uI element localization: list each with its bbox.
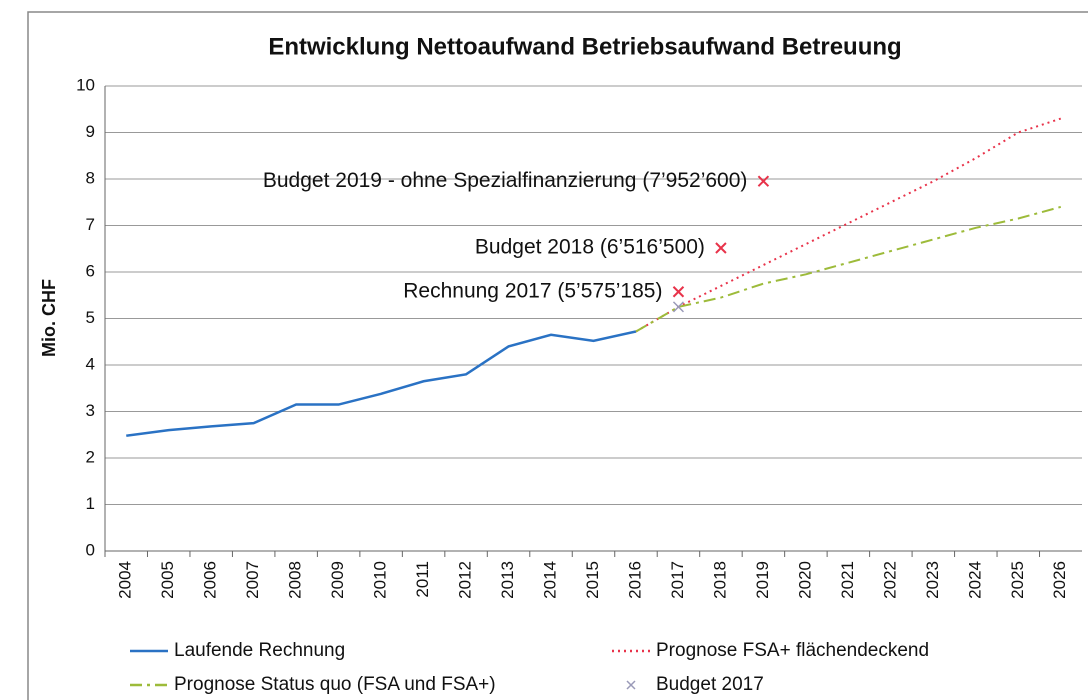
annotation-marker — [757, 175, 770, 187]
x-tick-label: 2024 — [965, 561, 984, 599]
x-tick-label: 2004 — [116, 561, 135, 599]
series-line — [126, 330, 637, 437]
y-tick-label: 5 — [86, 308, 95, 327]
y-axis-label: Mio. CHF — [39, 279, 59, 357]
frame — [27, 11, 1088, 700]
x-tick-label: 2018 — [710, 561, 729, 599]
y-tick-label: 2 — [86, 447, 95, 466]
annotation: Budget 2018 (6’516’500) — [475, 236, 705, 259]
y-tick-label: 9 — [86, 122, 95, 141]
annotation-marker — [715, 242, 727, 254]
x-tick-label: 2015 — [583, 561, 602, 599]
y-tick-label: 6 — [86, 261, 95, 280]
x-tick-label: 2025 — [1008, 561, 1027, 599]
x-tick-label: 2008 — [286, 561, 305, 599]
annotation-marker — [672, 286, 685, 298]
x-tick-label: 2021 — [838, 561, 857, 599]
x-tick-label: 2022 — [880, 561, 899, 599]
series-line — [635, 205, 1062, 333]
x-tick-label: 2010 — [371, 561, 390, 599]
y-tick-label: 7 — [86, 215, 95, 234]
y-tick-label: 3 — [86, 401, 95, 420]
y-tick-label: 0 — [86, 540, 95, 559]
x-tick-label: 2014 — [541, 561, 560, 599]
x-tick-label: 2020 — [795, 561, 814, 599]
x-tick-label: 2017 — [668, 561, 687, 599]
legend-label: Budget 2017 — [656, 674, 764, 695]
x-tick-label: 2016 — [625, 561, 644, 599]
x-tick-label: 2013 — [498, 561, 517, 599]
y-tick-label: 8 — [86, 168, 95, 187]
x-tick-label: 2012 — [456, 561, 475, 599]
x-tick-label: 2007 — [243, 561, 262, 599]
chart-title: Entwicklung Nettoaufwand Betriebsaufwand… — [268, 33, 901, 60]
legend-label: Prognose FSA+ flächendeckend — [656, 640, 929, 661]
y-tick-label: 10 — [76, 75, 95, 94]
y-tick-label: 4 — [86, 354, 95, 373]
x-tick-label: 2006 — [201, 561, 220, 599]
marker — [672, 301, 684, 313]
x-tick-label: 2011 — [413, 561, 432, 598]
legend-label: Laufende Rechnung — [174, 640, 345, 661]
annotation: Rechnung 2017 (5’575’185) — [403, 279, 662, 302]
x-tick-label: 2019 — [753, 561, 772, 599]
x-tick-label: 2023 — [923, 561, 942, 599]
x-tick-label: 2009 — [328, 561, 347, 599]
annotation: Budget 2019 - ohne Spezialfinanzierung (… — [263, 169, 748, 192]
x-tick-label: 2005 — [158, 561, 177, 599]
x-tick-label: 2026 — [1050, 561, 1069, 599]
legend-marker — [626, 680, 636, 690]
legend-label: Prognose Status quo (FSA und FSA+) — [174, 674, 496, 695]
y-tick-label: 1 — [86, 494, 95, 513]
